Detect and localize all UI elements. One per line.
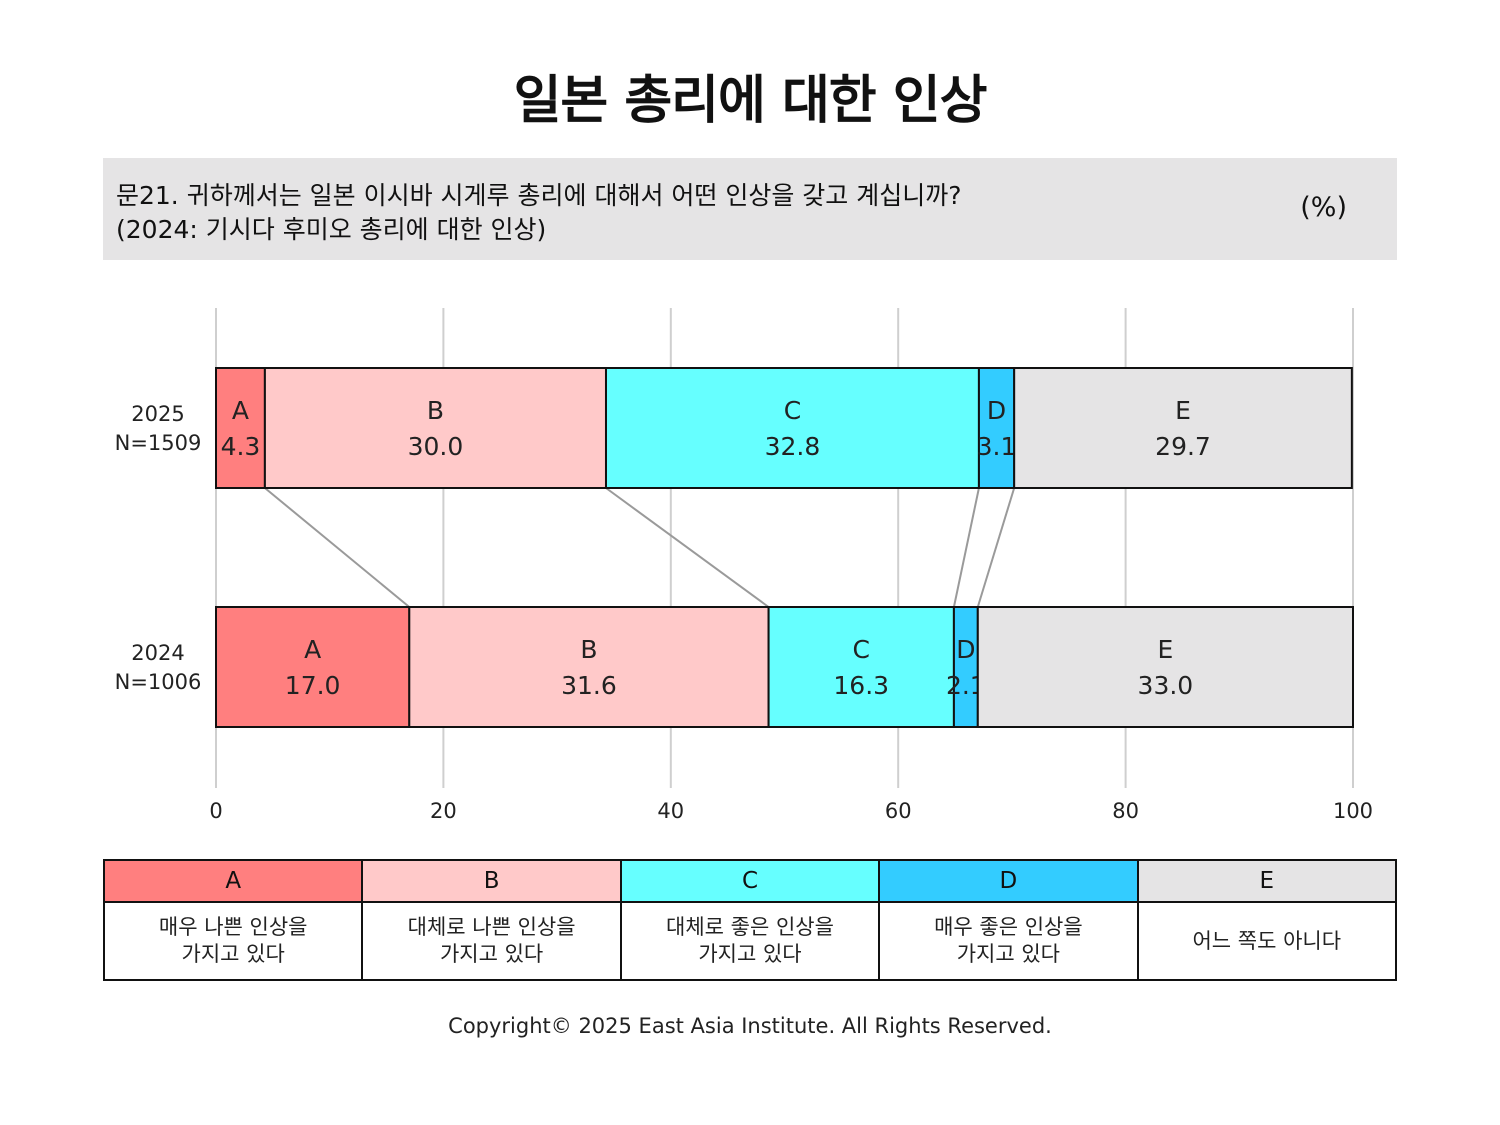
copyright-text: Copyright© 2025 East Asia Institute. All…	[448, 1014, 1052, 1038]
x-tick-label: 60	[885, 799, 912, 823]
question-box: 문21. 귀하께서는 일본 이시바 시게루 총리에 대해서 어떤 인상을 갖고 …	[103, 158, 1397, 260]
bar-segment-d	[977, 367, 1016, 489]
bar-segment-c	[604, 367, 980, 489]
legend-desc-e: 어느 쪽도 아니다	[1136, 901, 1398, 981]
segment-code-label: C	[853, 635, 870, 664]
x-tick-label: 20	[430, 799, 457, 823]
segment-code-label: A	[232, 396, 249, 425]
segment-code-label: C	[784, 396, 801, 425]
connector-line	[952, 487, 980, 608]
bar-segment-a	[215, 606, 411, 728]
segment-code-label: B	[580, 635, 597, 664]
legend-code-a: A	[102, 859, 364, 903]
segment-value-label: 30.0	[408, 432, 464, 461]
connector-line	[976, 487, 1016, 608]
segment-value-label: 29.7	[1155, 432, 1211, 461]
legend-desc-a: 매우 나쁜 인상을 가지고 있다	[102, 901, 364, 981]
question-text: 문21. 귀하께서는 일본 이시바 시게루 총리에 대해서 어떤 인상을 갖고 …	[116, 181, 962, 210]
x-tick-label: 40	[657, 799, 684, 823]
segment-code-label: B	[427, 396, 444, 425]
segment-value-label: 3.1	[977, 432, 1017, 461]
legend-code-b: B	[361, 859, 622, 903]
x-tick-label: 80	[1112, 799, 1139, 823]
bar-segment-d	[952, 606, 979, 728]
category-n-label: N=1509	[115, 431, 202, 455]
legend-desc-d: 매우 좋은 인상을 가지고 있다	[878, 901, 1139, 981]
segment-value-label: 16.3	[833, 671, 889, 700]
legend-code-c: C	[619, 859, 881, 903]
bar-segment-b	[263, 367, 607, 489]
segment-value-label: 31.6	[561, 671, 617, 700]
segment-code-label: D	[987, 396, 1006, 425]
x-tick-label: 100	[1333, 799, 1373, 823]
connector-line	[264, 487, 410, 608]
bar-segment-c	[767, 606, 955, 728]
legend-code-d: D	[878, 859, 1139, 903]
unit-label: (%)	[1300, 192, 1347, 223]
segment-value-label: 17.0	[285, 671, 341, 700]
category-year-label: 2024	[131, 641, 184, 665]
bar-segment-e	[1013, 367, 1353, 489]
bar-segment-b	[408, 606, 770, 728]
segment-value-label: 4.3	[221, 432, 261, 461]
legend-table: A B C D E 매우 나쁜 인상을 가지고 있다 대체로 나쁜 인상을 가지…	[102, 859, 1398, 981]
segment-code-label: E	[1175, 396, 1191, 425]
legend-header-row: A B C D E	[102, 859, 1398, 903]
segment-value-label: 32.8	[765, 432, 821, 461]
legend-desc-c: 대체로 좋은 인상을 가지고 있다	[619, 901, 881, 981]
chart-title: 일본 총리에 대한 인상	[513, 71, 988, 131]
category-year-label: 2025	[131, 402, 184, 426]
question-note: (2024: 기시다 후미오 총리에 대한 인상)	[116, 215, 547, 244]
category-n-label: N=1006	[115, 670, 202, 694]
x-tick-label: 0	[209, 799, 222, 823]
segment-code-label: A	[304, 635, 321, 664]
bar-segment-a	[215, 367, 266, 489]
segment-code-label: E	[1157, 635, 1173, 664]
segment-value-label: 33.0	[1138, 671, 1194, 700]
connector-line	[605, 487, 770, 608]
legend-code-e: E	[1136, 859, 1398, 903]
stacked-bar-chart: 0 20 40 60 80 100 A 4.3 B 30.0 C 32.8 D 3.1 E 29.7 2025 N…	[115, 308, 1373, 823]
segment-code-label: D	[956, 635, 975, 664]
bar-segment-e	[976, 606, 1354, 728]
legend-desc-row: 매우 나쁜 인상을 가지고 있다 대체로 나쁜 인상을 가지고 있다 대체로 좋…	[102, 901, 1398, 981]
legend-desc-b: 대체로 나쁜 인상을 가지고 있다	[361, 901, 622, 981]
